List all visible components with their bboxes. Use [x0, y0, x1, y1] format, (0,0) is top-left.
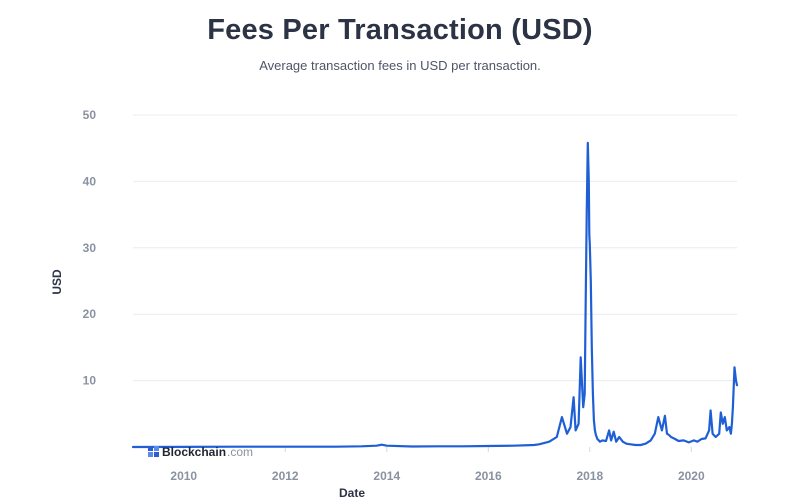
fees-series-line [131, 141, 739, 449]
x-tick-label: 2016 [475, 469, 502, 483]
watermark-suffix: .com [227, 445, 253, 459]
x-tick-label: 2010 [170, 469, 197, 483]
blockchain-watermark: Blockchain .com [148, 445, 253, 459]
y-tick-label: 40 [83, 174, 97, 188]
x-axis-title: Date [339, 486, 365, 497]
y-tick-label: 30 [83, 241, 97, 255]
x-tick-label: 2012 [272, 469, 299, 483]
y-tick-label: 50 [83, 108, 97, 122]
x-axis: 2010 2012 2014 2016 2018 2020 [170, 447, 705, 483]
watermark-brand: Blockchain [162, 445, 226, 459]
gridlines [133, 114, 737, 382]
y-axis-title: USD [50, 269, 64, 295]
x-tick-label: 2014 [373, 469, 400, 483]
y-tick-label: 10 [83, 374, 97, 388]
chart-subtitle: Average transaction fees in USD per tran… [259, 58, 541, 73]
x-tick-label: 2018 [576, 469, 603, 483]
y-tick-label: 20 [83, 307, 97, 321]
y-axis: 10 20 30 40 50 [83, 108, 97, 388]
blockchain-logo-icon [148, 446, 159, 457]
chart-title: Fees Per Transaction (USD) [207, 14, 593, 46]
x-tick-label: 2020 [678, 469, 705, 483]
